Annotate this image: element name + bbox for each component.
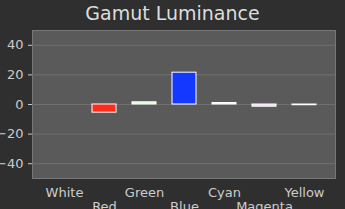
svg-text:Green: Green [125, 185, 164, 200]
svg-text:Blue: Blue [170, 199, 199, 209]
svg-text:20: 20 [7, 67, 24, 82]
svg-text:Magenta: Magenta [236, 199, 293, 209]
svg-text:Cyan: Cyan [208, 185, 241, 200]
svg-text:Yellow: Yellow [283, 185, 324, 200]
svg-text:40: 40 [7, 37, 24, 52]
svg-text:−40: −40 [0, 156, 24, 171]
svg-text:0: 0 [15, 97, 23, 112]
svg-text:Red: Red [92, 199, 117, 209]
svg-text:−20: −20 [0, 126, 24, 141]
html-text:Gamut Luminance: Gamut Luminance [85, 2, 260, 24]
svg-text:White: White [46, 185, 84, 200]
